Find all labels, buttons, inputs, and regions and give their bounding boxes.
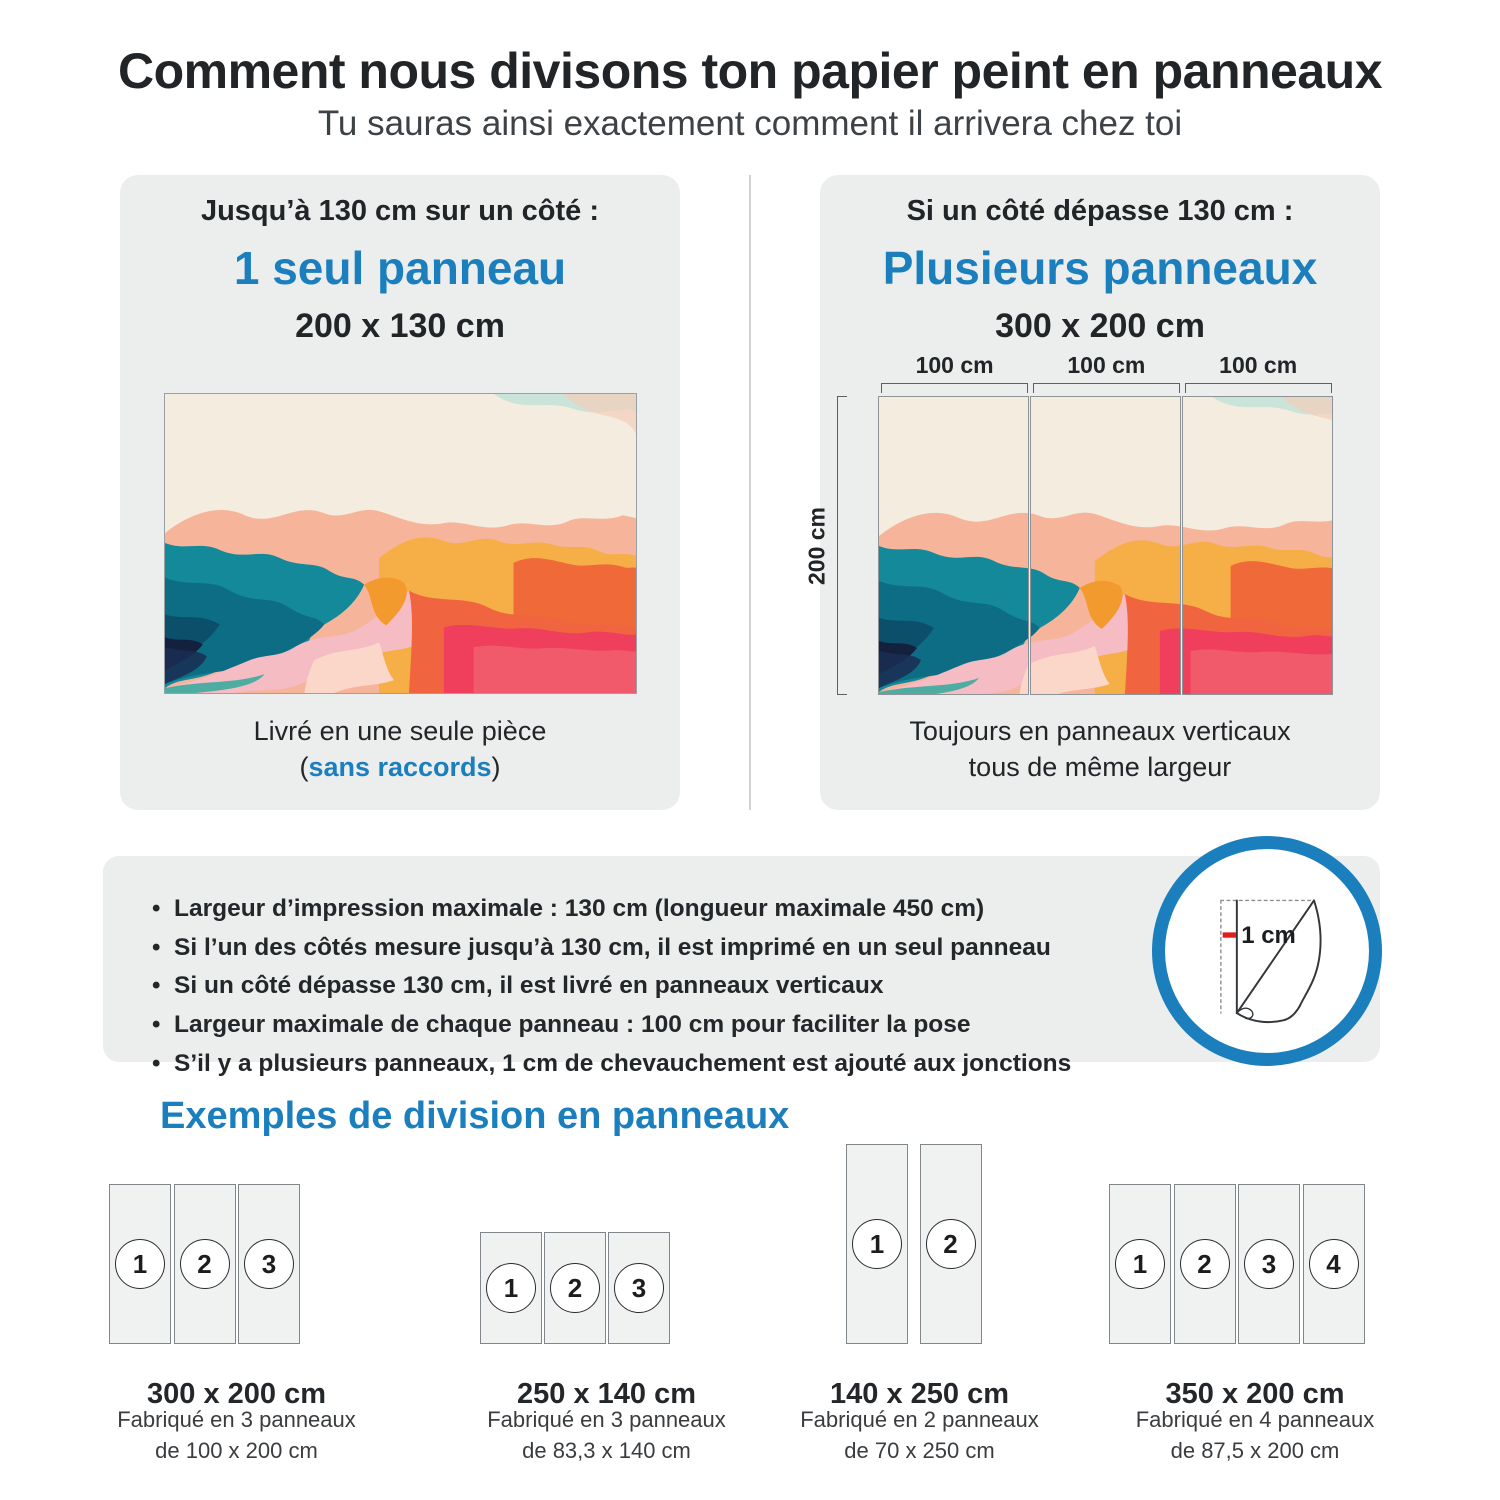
svg-text:1 cm: 1 cm — [1241, 922, 1296, 949]
